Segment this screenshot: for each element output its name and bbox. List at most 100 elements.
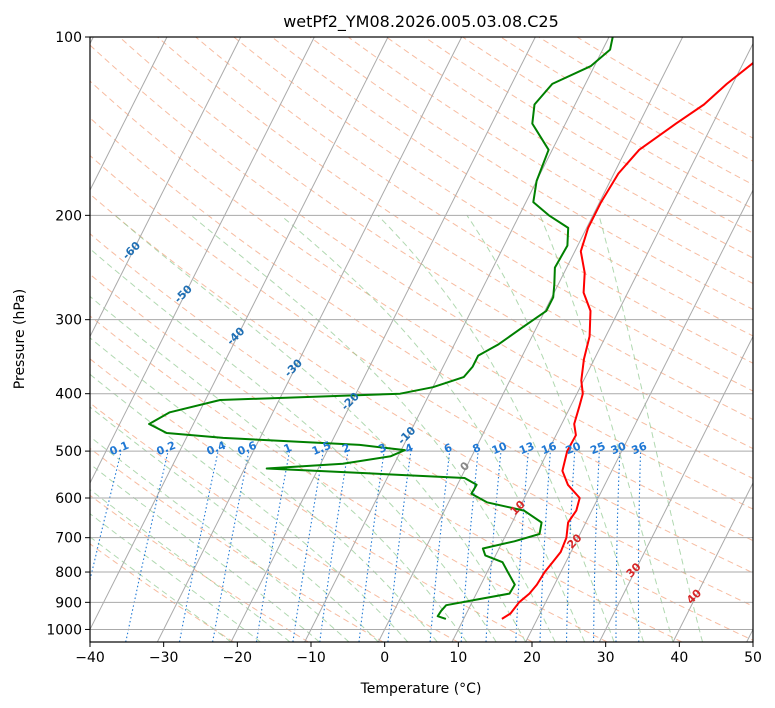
x-tick-label: −10 (296, 650, 326, 666)
moist-adiabat-line (90, 373, 409, 642)
mixing-ratio-label: 2 (340, 441, 352, 456)
isotherm-line (90, 37, 389, 631)
x-tick-label: −20 (223, 650, 253, 666)
y-tick-label: 700 (55, 531, 82, 547)
dewpoint-profile-line (148, 37, 614, 620)
moist-adiabats (90, 214, 703, 642)
mixing-ratio-label: 16 (539, 439, 558, 457)
y-tick-label: 600 (55, 491, 82, 507)
dry-adiabat-line (90, 117, 753, 542)
moist-adiabat-line (90, 513, 261, 642)
dry-adiabat-line (500, 37, 753, 186)
mixing-ratio-line (387, 451, 412, 642)
isotherm-line (746, 628, 753, 642)
isotherm-grid (90, 37, 753, 642)
dry-adiabat-line (347, 37, 753, 285)
isotherm-label: 40 (684, 586, 704, 606)
moist-adiabat-line (539, 215, 674, 642)
mixing-ratio-label: 25 (588, 440, 607, 458)
mixing-ratio-line (292, 451, 324, 642)
isotherm-line (90, 37, 315, 485)
x-tick-label: 20 (523, 650, 541, 666)
mixing-ratio-label: 13 (517, 440, 536, 458)
dry-adiabat-line (90, 44, 753, 480)
mixing-ratio-line (515, 451, 529, 642)
moist-adiabat-line (90, 488, 291, 642)
moist-adiabat-line (466, 215, 645, 642)
x-tick-label: 0 (380, 650, 389, 666)
mixing-ratio-label: 4 (403, 441, 415, 456)
isotherm-label: -80 (16, 152, 39, 175)
mixing-ratio-line (125, 450, 169, 642)
mixing-ratio-label: 0.6 (236, 439, 259, 458)
mixing-ratio-label: 3 (377, 441, 389, 456)
moist-adiabat-line (114, 214, 527, 642)
moist-adiabat-line (377, 214, 615, 642)
mixing-ratio-label: 6 (442, 441, 454, 456)
moist-adiabat-line (90, 436, 350, 642)
moist-adiabat-line (90, 406, 379, 642)
profile-series (148, 37, 753, 620)
isotherm-label: -30 (282, 356, 305, 379)
dry-adiabat-line (233, 37, 753, 364)
moist-adiabat-line (90, 248, 497, 642)
dry-adiabat-line (386, 37, 753, 259)
y-tick-label: 300 (55, 313, 82, 329)
x-tick-label: 30 (597, 650, 615, 666)
x-tick-label: −40 (75, 650, 105, 666)
mixing-ratio-label: 20 (564, 439, 583, 457)
moist-adiabat-line (90, 536, 232, 642)
y-tick-label: 500 (55, 444, 82, 460)
moist-adiabat-line (598, 215, 703, 642)
dry-adiabat-line (195, 37, 753, 392)
y-tick-label: 800 (55, 565, 82, 581)
plot-frame (89, 36, 754, 643)
isotherm-line (90, 37, 242, 338)
plot-area: -100-90-80-70-60-50-40-30-20-10010203040… (16, 37, 753, 642)
moist-adiabat-line (190, 214, 556, 642)
isotherm-line (90, 37, 168, 192)
dry-adiabat-line (90, 154, 753, 574)
mixing-ratio-line (460, 451, 479, 642)
isotherm-label: 0 (458, 459, 473, 474)
dry-adiabat-line (157, 37, 753, 421)
y-tick-label: 200 (55, 208, 82, 224)
isotherm-line (525, 188, 753, 642)
dry-adiabat-line (90, 193, 753, 607)
moist-adiabat-line (90, 295, 468, 642)
mixing-ratio-line (615, 451, 621, 642)
mixing-ratio-line (358, 451, 385, 642)
mixing-ratio-label: 1 (282, 441, 294, 456)
dry-adiabat-line (90, 358, 533, 642)
y-axis-ticks: 100 200 300 400 500 600 700 800 900 1000 (46, 30, 90, 638)
mixing-ratio-label: 0.2 (155, 439, 178, 458)
x-tick-label: −30 (149, 650, 179, 666)
mixing-ratio-line (593, 451, 600, 642)
x-axis-title: Temperature (°C) (360, 681, 482, 697)
isotherm-label: 10 (508, 498, 528, 518)
dry-adiabat-line (90, 80, 753, 510)
mixing-ratio-label: 36 (630, 439, 649, 457)
isotherm-label: -40 (224, 324, 247, 347)
dry-adiabat-line (538, 37, 753, 162)
mixing-ratio-line (212, 450, 250, 642)
mixing-ratio-line (319, 451, 349, 642)
isotherm-line (451, 42, 753, 642)
dry-adiabat-line (424, 37, 753, 234)
dry-adiabat-line (119, 37, 753, 450)
mixing-ratio-label: 0.4 (205, 439, 228, 458)
dry-adiabat-line (309, 37, 753, 310)
x-axis-ticks: −40 −30 −20 −10 0 10 20 30 40 50 (75, 642, 762, 666)
dry-adiabat-line (90, 315, 608, 642)
pressure-grid (90, 37, 753, 630)
mixing-ratio-label: 10 (490, 439, 509, 457)
isotherm-line (598, 335, 753, 642)
dry-adiabat-line (90, 447, 384, 642)
y-tick-label: 900 (55, 595, 82, 611)
dry-adiabats (90, 37, 753, 642)
y-tick-label: 1000 (46, 622, 82, 638)
x-tick-label: 50 (744, 650, 762, 666)
isotherm-label: -60 (120, 239, 143, 262)
